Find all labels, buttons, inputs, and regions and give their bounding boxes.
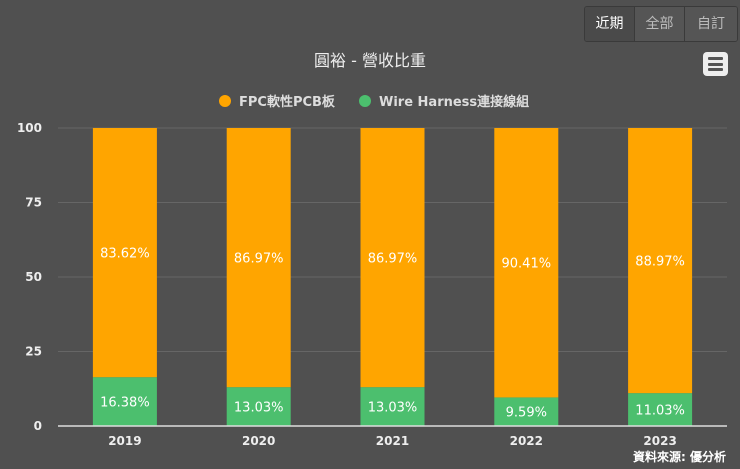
range-all-button[interactable]: 全部 (635, 7, 685, 41)
x-tick-label: 2019 (108, 434, 141, 448)
y-tick-label: 0 (34, 419, 42, 433)
data-label: 83.62% (100, 247, 150, 262)
data-label: 90.41% (502, 257, 552, 272)
data-label: 88.97% (635, 255, 685, 270)
data-label: 11.03% (635, 404, 685, 419)
x-tick-label: 2023 (643, 434, 676, 448)
range-custom-button[interactable]: 自訂 (685, 7, 737, 41)
bar-segment (494, 397, 559, 426)
bar-segment (360, 387, 425, 426)
bar-segment (494, 128, 559, 398)
bar-segment (226, 128, 291, 388)
bar-segment (360, 128, 425, 388)
data-label: 9.59% (506, 406, 547, 421)
data-label: 16.38% (100, 396, 150, 411)
source-label: 資料來源: 優分析 (633, 450, 726, 464)
chart-title: 圓裕 - 營收比重 (314, 51, 426, 70)
hamburger-menu-icon[interactable] (703, 52, 728, 76)
x-tick-label: 2020 (242, 434, 275, 448)
legend-marker (359, 95, 371, 107)
data-label: 86.97% (368, 252, 418, 267)
range-selector: 近期 全部 自訂 (584, 6, 738, 42)
y-tick-label: 50 (25, 270, 42, 284)
legend-label: Wire Harness連接線組 (379, 94, 529, 110)
y-tick-label: 25 (25, 345, 42, 359)
legend-marker (219, 95, 231, 107)
data-label: 13.03% (368, 401, 418, 416)
x-tick-label: 2022 (510, 434, 543, 448)
legend-label: FPC軟性PCB板 (239, 94, 336, 110)
range-recent-button[interactable]: 近期 (585, 7, 635, 41)
bar-segment (628, 128, 693, 394)
y-tick-label: 75 (25, 196, 42, 210)
bar-segment (92, 128, 157, 378)
x-tick-label: 2021 (376, 434, 409, 448)
data-label: 86.97% (234, 252, 284, 267)
y-tick-label: 100 (17, 121, 42, 135)
bar-segment (92, 377, 157, 426)
bar-segment (628, 393, 693, 426)
data-label: 13.03% (234, 401, 284, 416)
bar-segment (226, 387, 291, 426)
